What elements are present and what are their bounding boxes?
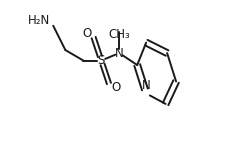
Text: N: N [115, 47, 124, 59]
Text: O: O [111, 81, 120, 94]
Text: CH₃: CH₃ [108, 28, 130, 41]
Text: O: O [82, 27, 91, 40]
Text: H₂N: H₂N [28, 14, 50, 27]
Text: N: N [142, 79, 150, 92]
Text: S: S [98, 54, 105, 67]
